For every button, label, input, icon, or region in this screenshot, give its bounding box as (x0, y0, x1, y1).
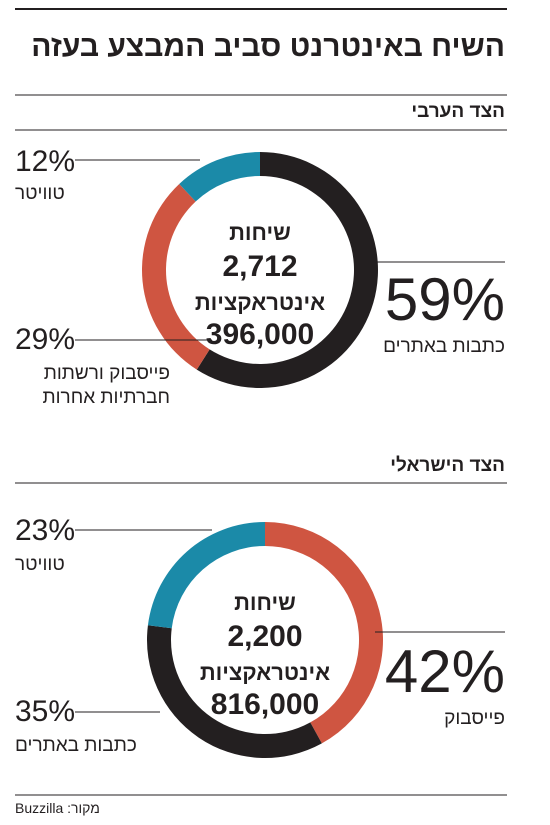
donut-segment (265, 522, 383, 744)
stat-name: אינטראקציות (199, 660, 331, 685)
section-title: הצד הישראלי (390, 455, 505, 476)
percent-label: 12% (15, 145, 76, 178)
percent-label: 29% (15, 323, 76, 356)
category-label: פייסבוק ורשתות חברתיות אחרות (42, 363, 170, 408)
stat-name: אינטראקציות (194, 290, 326, 315)
percent-label: 59% (384, 266, 505, 333)
stat-value: 396,000 (205, 318, 315, 351)
percent-label: 23% (15, 514, 76, 547)
stat-value: 2,712 (222, 250, 298, 283)
category-label: כתבות באתרים (15, 735, 137, 756)
stat-value: 2,200 (227, 620, 303, 653)
donut-segment (147, 625, 322, 758)
stat-name: שיחות (229, 220, 291, 245)
donut-segment (147, 522, 265, 629)
category-label: טוויטר (15, 183, 65, 204)
donut-segment (179, 152, 260, 202)
donut-segment (142, 183, 210, 370)
stat-name: שיחות (234, 590, 296, 615)
page-title: השיח באינטרנט סביב המבצע בעזה (31, 30, 505, 63)
section-title: הצד הערבי (411, 101, 505, 122)
category-label: טוויטר (15, 554, 65, 575)
donut-segment (196, 152, 378, 388)
stat-value: 816,000 (210, 688, 320, 721)
percent-label: 35% (15, 695, 76, 728)
category-label: כתבות באתרים (383, 336, 505, 357)
source: מקור: Buzzilla (15, 800, 100, 816)
percent-label: 42% (384, 638, 505, 705)
category-label: פייסבוק (444, 708, 505, 729)
